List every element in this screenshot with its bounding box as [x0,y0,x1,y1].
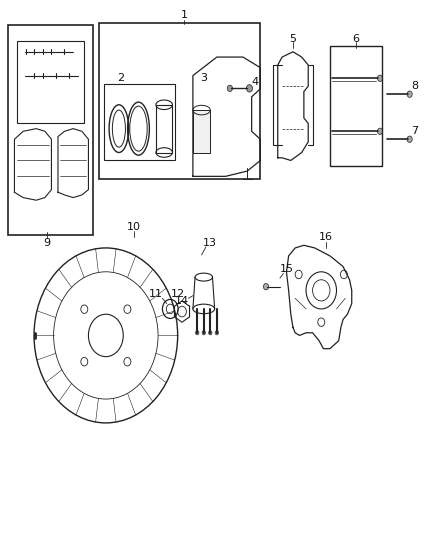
Text: 5: 5 [290,34,297,44]
Text: 16: 16 [318,232,332,243]
Circle shape [227,85,233,92]
Circle shape [247,85,253,92]
Circle shape [208,330,212,335]
Circle shape [407,136,412,142]
Text: 3: 3 [200,73,207,83]
Text: 8: 8 [411,81,418,91]
Circle shape [124,358,131,366]
Circle shape [81,305,88,313]
Circle shape [124,305,131,313]
Text: 1: 1 [181,10,187,20]
Text: 14: 14 [175,296,189,306]
Circle shape [378,128,383,134]
Text: 9: 9 [43,238,51,248]
Bar [330,46,382,166]
Text: 2: 2 [117,73,125,83]
Bar [193,110,210,152]
Circle shape [407,91,412,98]
Circle shape [263,284,268,290]
Text: 12: 12 [170,289,185,299]
Circle shape [378,75,383,82]
Circle shape [202,330,205,335]
Text: 6: 6 [353,34,360,44]
Bar [8,25,93,235]
Bar [156,105,173,152]
Circle shape [81,358,88,366]
Bar [99,22,260,179]
Text: 7: 7 [411,126,418,136]
Circle shape [195,330,199,335]
Text: 11: 11 [149,289,163,299]
Bar [104,84,176,160]
Text: 15: 15 [279,264,293,274]
Text: 4: 4 [251,77,259,87]
Text: 10: 10 [127,222,141,232]
Circle shape [215,330,219,335]
Text: 13: 13 [202,238,216,248]
Bar [17,41,84,123]
